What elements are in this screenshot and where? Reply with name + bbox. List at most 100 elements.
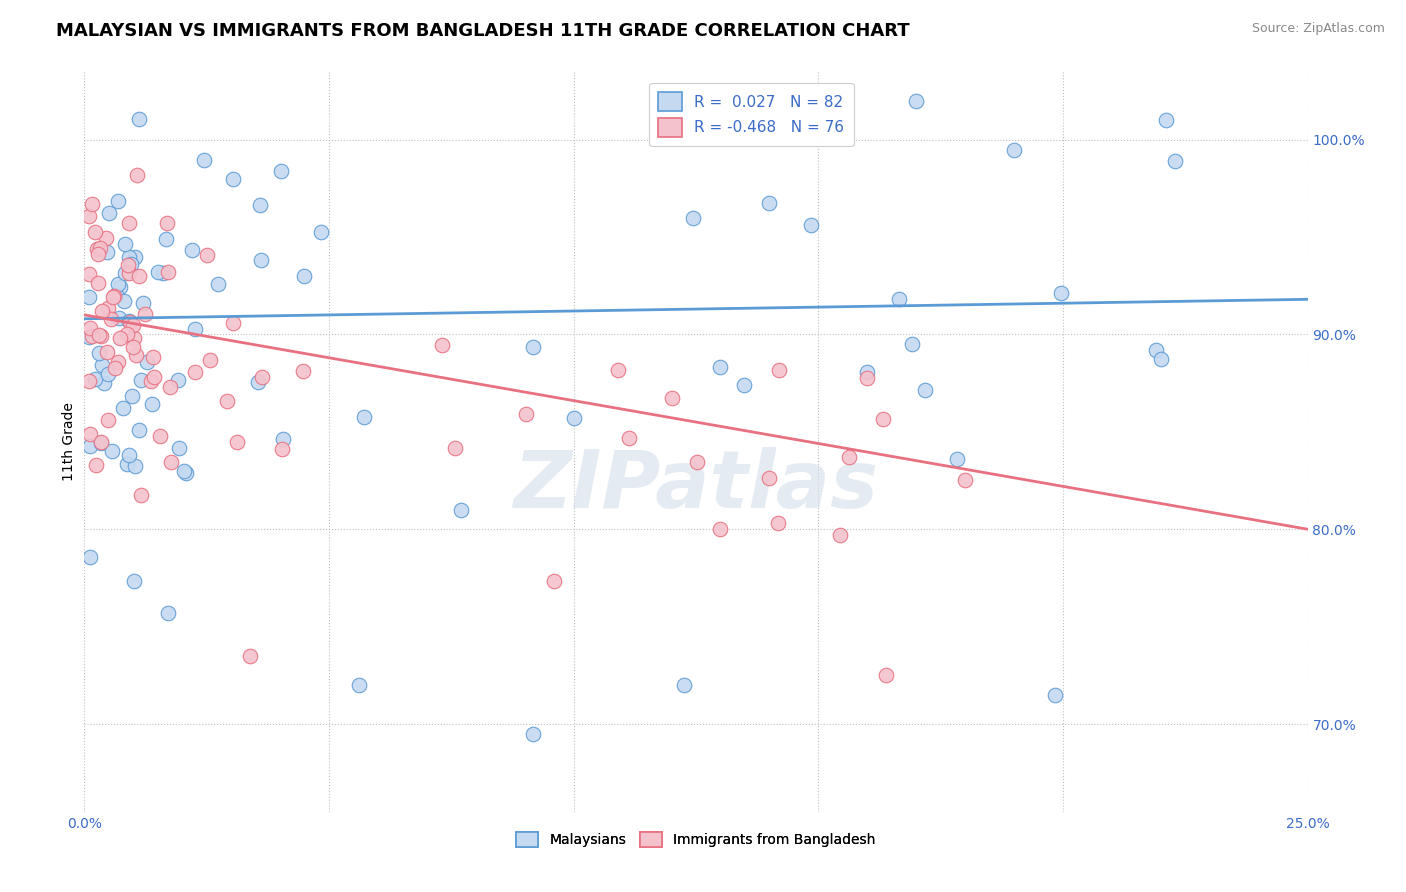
Point bbox=[98, 206, 121, 220]
Point bbox=[79, 549, 101, 564]
Point bbox=[758, 471, 780, 485]
Point bbox=[125, 168, 148, 182]
Point bbox=[141, 397, 163, 411]
Point bbox=[115, 327, 138, 342]
Point bbox=[94, 230, 117, 244]
Point bbox=[142, 351, 165, 365]
Point bbox=[115, 457, 138, 471]
Point bbox=[1043, 688, 1066, 702]
Point bbox=[766, 516, 789, 531]
Point bbox=[430, 337, 453, 351]
Point bbox=[271, 442, 294, 456]
Point bbox=[77, 209, 100, 223]
Point bbox=[83, 225, 105, 239]
Point bbox=[87, 277, 110, 291]
Point bbox=[105, 288, 128, 302]
Point bbox=[101, 444, 124, 458]
Point bbox=[77, 330, 100, 344]
Point bbox=[166, 373, 188, 387]
Point bbox=[872, 411, 894, 425]
Point bbox=[86, 242, 108, 256]
Point bbox=[562, 411, 585, 425]
Point bbox=[193, 153, 215, 168]
Point bbox=[108, 279, 131, 293]
Point bbox=[80, 196, 103, 211]
Point bbox=[124, 459, 146, 474]
Point bbox=[250, 370, 273, 384]
Point bbox=[311, 225, 333, 239]
Point bbox=[905, 94, 928, 108]
Text: MALAYSIAN VS IMMIGRANTS FROM BANGLADESH 11TH GRADE CORRELATION CHART: MALAYSIAN VS IMMIGRANTS FROM BANGLADESH … bbox=[56, 22, 910, 40]
Point bbox=[77, 268, 100, 282]
Point bbox=[121, 339, 143, 353]
Point bbox=[156, 607, 179, 621]
Point bbox=[124, 251, 146, 265]
Point bbox=[107, 355, 129, 369]
Point bbox=[117, 448, 139, 462]
Point bbox=[838, 450, 860, 465]
Point bbox=[247, 375, 270, 389]
Point bbox=[607, 363, 630, 377]
Point bbox=[953, 473, 976, 487]
Point bbox=[155, 232, 177, 246]
Point bbox=[515, 407, 537, 421]
Point bbox=[225, 435, 247, 450]
Y-axis label: 11th Grade: 11th Grade bbox=[62, 402, 76, 481]
Point bbox=[120, 257, 142, 271]
Point bbox=[294, 268, 316, 283]
Point bbox=[184, 322, 207, 336]
Point bbox=[79, 290, 101, 304]
Point bbox=[217, 393, 239, 408]
Point bbox=[901, 337, 924, 351]
Point bbox=[107, 277, 129, 291]
Point bbox=[84, 458, 107, 472]
Point bbox=[946, 452, 969, 467]
Legend: Malaysians, Immigrants from Bangladesh: Malaysians, Immigrants from Bangladesh bbox=[510, 827, 882, 853]
Point bbox=[112, 401, 135, 415]
Point bbox=[180, 243, 202, 257]
Point bbox=[89, 241, 111, 255]
Point bbox=[97, 368, 120, 382]
Point bbox=[167, 442, 190, 456]
Point bbox=[156, 265, 179, 279]
Point bbox=[173, 464, 195, 478]
Point bbox=[1144, 343, 1167, 357]
Point bbox=[117, 250, 139, 264]
Point bbox=[82, 329, 104, 343]
Point bbox=[856, 365, 879, 379]
Point bbox=[129, 488, 152, 502]
Point bbox=[889, 292, 911, 306]
Point bbox=[121, 389, 143, 403]
Point bbox=[800, 219, 823, 233]
Point bbox=[118, 314, 141, 328]
Point bbox=[222, 316, 245, 330]
Point bbox=[125, 348, 148, 362]
Point bbox=[118, 315, 141, 329]
Point bbox=[96, 345, 118, 359]
Point bbox=[101, 290, 124, 304]
Point bbox=[914, 384, 936, 398]
Point bbox=[353, 409, 375, 424]
Point bbox=[768, 363, 790, 377]
Point bbox=[134, 307, 156, 321]
Point bbox=[856, 371, 879, 385]
Point bbox=[686, 454, 709, 468]
Point bbox=[207, 277, 229, 291]
Point bbox=[292, 364, 315, 378]
Point bbox=[349, 678, 371, 692]
Point bbox=[132, 296, 155, 310]
Point bbox=[733, 378, 755, 392]
Point bbox=[114, 266, 136, 280]
Point bbox=[249, 252, 271, 267]
Point bbox=[758, 196, 780, 211]
Point bbox=[522, 727, 544, 741]
Point bbox=[152, 266, 174, 280]
Point bbox=[159, 455, 181, 469]
Point bbox=[107, 310, 129, 325]
Point bbox=[79, 427, 101, 442]
Point bbox=[1154, 113, 1177, 128]
Point bbox=[661, 391, 683, 405]
Point bbox=[97, 413, 120, 427]
Point bbox=[90, 329, 112, 343]
Point bbox=[87, 327, 110, 342]
